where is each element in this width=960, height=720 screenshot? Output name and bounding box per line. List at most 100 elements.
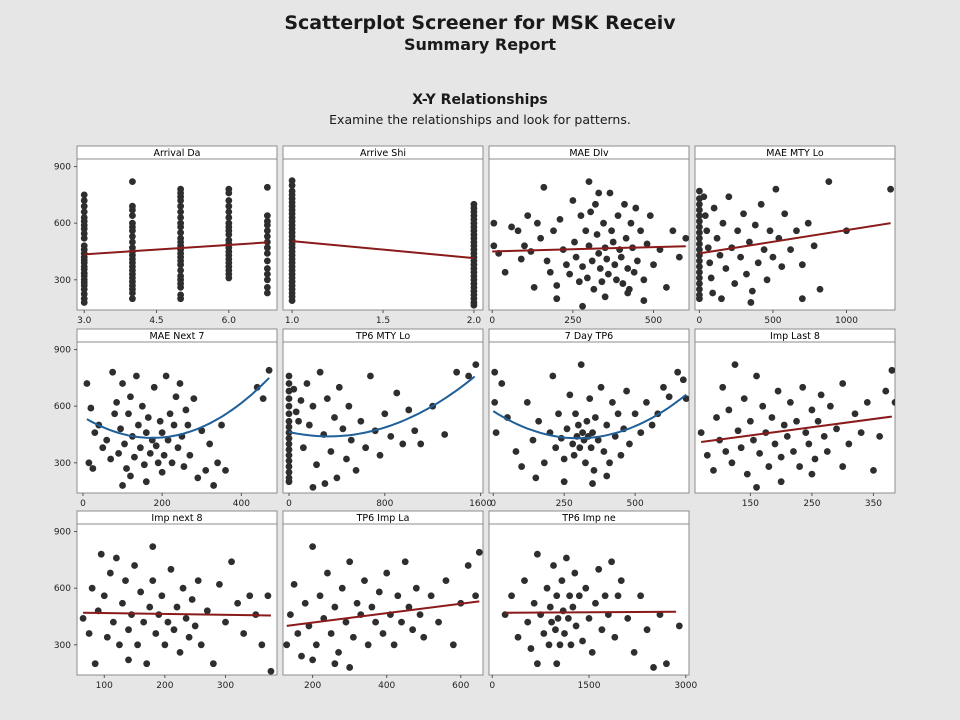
data-point [663,283,670,291]
data-point [119,482,126,489]
data-point [80,197,88,204]
data-point [572,622,580,630]
data-point [158,429,166,436]
data-point [805,440,813,448]
data-point [754,259,762,267]
data-point [675,253,683,261]
data-point [833,425,840,433]
data-point [125,656,132,664]
data-point [225,231,233,238]
x-tick-label: 100 [96,681,113,691]
data-point [168,459,176,467]
data-point [591,414,599,421]
data-point [367,372,374,380]
data-point [759,402,767,410]
data-point [632,204,640,212]
data-point [696,285,703,293]
data-point [567,641,575,649]
data-point [845,440,853,448]
data-point [109,368,117,376]
point-group [696,178,894,306]
data-point [345,402,353,410]
data-point [140,618,148,626]
data-point [405,406,413,414]
data-point [91,429,99,436]
data-point [361,577,368,585]
data-point [626,440,633,448]
data-point [285,410,293,418]
data-point [621,200,628,208]
data-point [501,268,509,276]
data-point [225,214,233,221]
data-point [556,216,564,223]
data-point [774,387,782,395]
data-point [624,289,632,297]
data-point [285,402,293,410]
x-tick-label: 500 [627,499,644,509]
data-point [294,630,302,637]
data-point [166,410,174,418]
data-point [263,270,271,278]
data-point [225,208,233,216]
data-point [650,261,657,269]
data-point [650,664,657,671]
data-point [116,641,123,649]
data-point [734,427,742,435]
data-point [530,599,538,607]
data-point [566,592,574,600]
data-point [550,227,557,235]
data-point [285,478,293,486]
data-point [597,383,605,391]
data-point [376,451,384,459]
data-point [588,257,596,265]
data-point [327,448,335,455]
data-point [583,417,591,425]
data-point [731,280,739,287]
data-point [508,223,515,231]
data-point [751,221,759,229]
data-point [83,380,91,387]
data-point [617,451,625,459]
data-point [793,227,800,235]
data-point [129,178,136,186]
data-point [295,417,302,425]
data-point [563,261,570,269]
data-point [191,622,199,630]
data-point [888,366,895,374]
data-point [140,461,148,469]
data-point [585,614,593,622]
data-point [769,253,777,261]
data-point [234,599,242,607]
data-point [798,261,806,269]
data-point [225,197,233,204]
data-point [734,227,742,235]
section-title: X-Y Relationships [412,92,548,108]
data-point [150,383,158,391]
data-point [342,618,350,626]
data-point [464,562,472,569]
data-point [558,577,566,585]
data-point [728,459,736,467]
data-point [349,633,357,641]
data-point [631,410,639,418]
plot-area [282,158,484,311]
data-point [263,265,271,272]
data-point [472,592,479,600]
y-tick-label: 900 [54,528,71,538]
data-point [887,185,894,193]
data-point [646,212,654,220]
data-point [138,402,146,410]
data-point [298,652,305,660]
data-point [523,399,531,406]
data-point [180,463,188,470]
data-point [747,299,755,306]
data-point [665,393,673,401]
data-point [309,656,317,664]
data-point [598,626,606,634]
data-point [263,289,271,297]
data-point [663,660,670,668]
data-point [630,648,638,656]
data-point [177,197,185,204]
data-point [576,444,584,452]
x-tick-label: 0 [80,499,86,509]
